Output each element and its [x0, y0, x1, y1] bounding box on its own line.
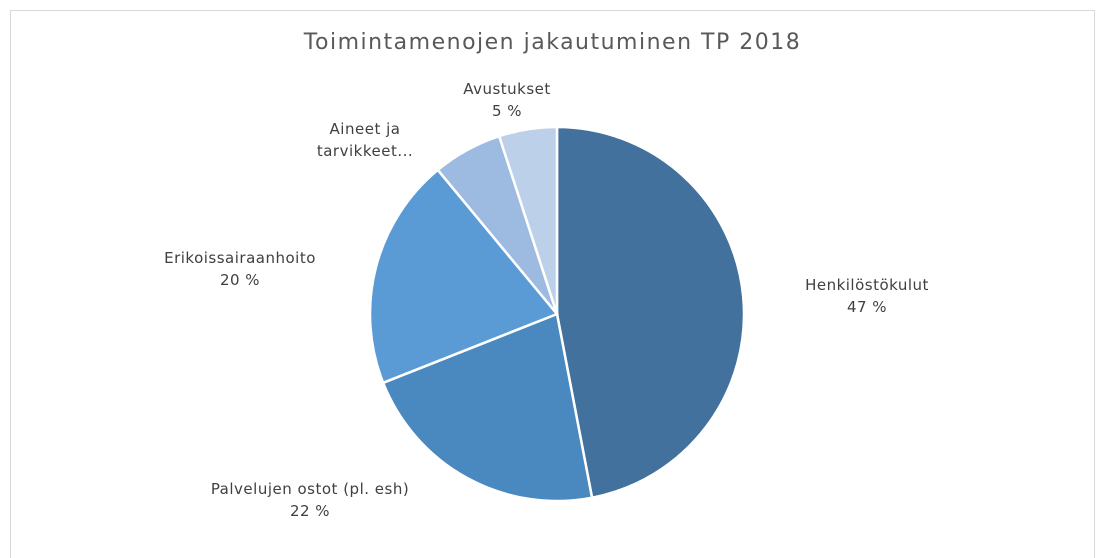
pie-slice [497, 125, 559, 315]
slice-label: Henkilöstökulut [805, 276, 929, 294]
pie-slice [381, 312, 594, 503]
slice-label: Erikoissairaanhoito [164, 249, 316, 267]
pie-slice [555, 125, 746, 500]
chart-title: Toimintamenojen jakautuminen TP 2018 [303, 30, 802, 55]
slice-label: Aineet ja tarvikkeet... [316, 120, 414, 160]
value-label: 47 % [846, 298, 888, 316]
value-label: 5 % [491, 102, 523, 120]
value-label: 20 % [219, 271, 261, 289]
pie-slice [368, 168, 560, 385]
slice-label: Avustukset [463, 80, 551, 98]
slice-label: Palvelujen ostot (pl. esh) [210, 480, 410, 498]
value-label: 22 % [289, 502, 331, 520]
